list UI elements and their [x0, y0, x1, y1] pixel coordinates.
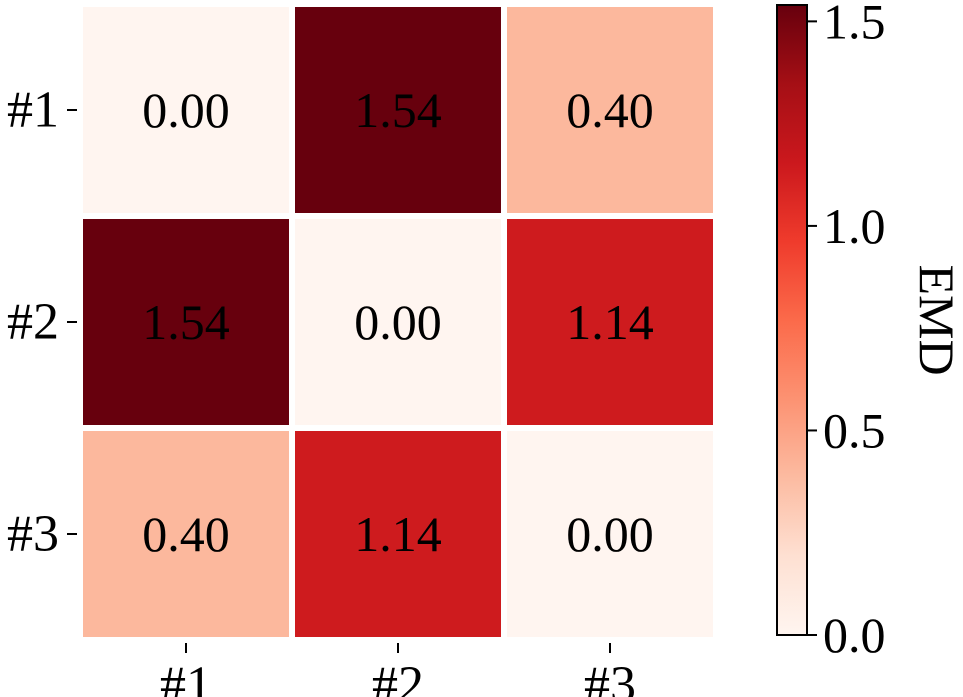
colorbar-gradient — [776, 4, 808, 636]
colorbar-tick-label: 1.0 — [823, 198, 886, 254]
heatmap-cell-r2-c3 — [507, 219, 713, 425]
x-tick-label: #2 — [372, 657, 424, 697]
colorbar-tick-label: 0.0 — [823, 607, 886, 663]
cell-value-label: 0.40 — [142, 506, 230, 562]
heatmap-cell-r1-c3 — [507, 7, 713, 213]
cell-value-label: 0.40 — [566, 82, 654, 138]
x-tick-label: #3 — [584, 657, 636, 697]
cell-value-label: 0.00 — [354, 294, 442, 350]
y-tick-label: #1 — [7, 82, 59, 139]
heatmap-cell-r2-c1 — [83, 219, 289, 425]
colorbar-ticks: 0.0 0.5 1.0 1.5 — [807, 0, 886, 663]
heatmap-cells — [83, 7, 713, 637]
heatmap-cell-labels: 0.00 1.54 0.40 1.54 0.00 1.14 0.40 1.14 0.00 — [142, 82, 654, 562]
cell-value-label: 1.14 — [354, 506, 442, 562]
x-tick-label: #1 — [160, 657, 212, 697]
colorbar: 0.0 0.5 1.0 1.5 EMD — [776, 0, 963, 663]
y-tick-label: #3 — [7, 506, 59, 563]
cell-value-label: 0.00 — [566, 506, 654, 562]
heatmap-cell-r1-c1 — [83, 7, 289, 213]
x-axis: #1 #2 #3 — [160, 643, 636, 697]
cell-value-label: 1.54 — [354, 82, 442, 138]
colorbar-label: EMD — [909, 264, 963, 375]
heatmap-cell-r1-c2 — [295, 7, 501, 213]
y-axis: #1 #2 #3 — [7, 82, 77, 563]
heatmap-cell-r2-c2 — [295, 219, 501, 425]
cell-value-label: 1.54 — [142, 294, 230, 350]
colorbar-tick-label: 0.5 — [823, 402, 886, 458]
cell-value-label: 1.14 — [566, 294, 654, 350]
colorbar-tick-label: 1.5 — [823, 0, 886, 49]
y-tick-label: #2 — [7, 294, 59, 351]
heatmap-cell-r3-c2 — [295, 431, 501, 637]
heatmap-cell-r3-c3 — [507, 431, 713, 637]
cell-value-label: 0.00 — [142, 82, 230, 138]
heatmap-cell-r3-c1 — [83, 431, 289, 637]
